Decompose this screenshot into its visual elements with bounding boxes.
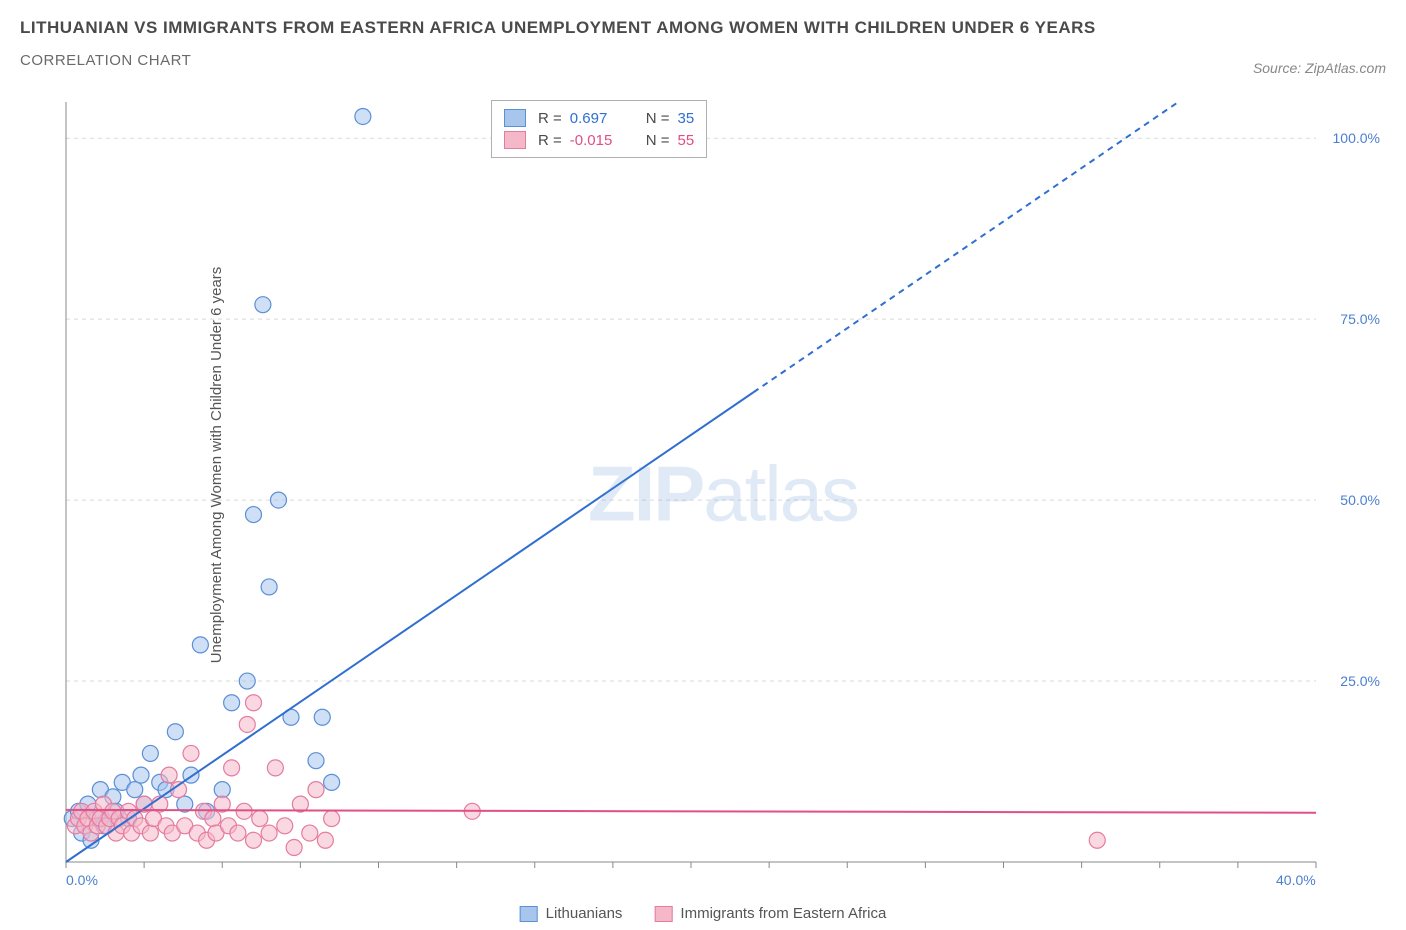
legend-row: R = -0.015 N = 55 <box>504 129 694 151</box>
series-legend-label: Immigrants from Eastern Africa <box>680 905 886 922</box>
series-legend-label: Lithuanians <box>546 905 623 922</box>
legend-r-label: R = <box>538 132 562 149</box>
legend-n-label: N = <box>646 110 670 127</box>
legend-swatch <box>504 109 526 127</box>
correlation-legend: R = 0.697 N = 35 R = -0.015 N = 55 <box>491 100 707 158</box>
y-tick-label: 100.0% <box>1333 130 1380 146</box>
x-tick-label: 40.0% <box>1276 872 1316 888</box>
series-legend-item: Lithuanians <box>520 905 623 922</box>
series-legend-item: Immigrants from Eastern Africa <box>654 905 886 922</box>
x-tick-label: 0.0% <box>66 872 98 888</box>
scatter-chart: ZIPatlas R =0.697N =35R =-0.015N =55 25.… <box>60 98 1386 890</box>
y-tick-label: 50.0% <box>1340 492 1380 508</box>
y-tick-label: 25.0% <box>1340 673 1380 689</box>
chart-subtitle: CORRELATION CHART <box>20 52 1386 69</box>
legend-row: R = 0.697 N = 35 <box>504 107 694 129</box>
legend-r-label: R = <box>538 110 562 127</box>
legend-r-value: 0.697 <box>570 110 630 127</box>
legend-n-label: N = <box>646 132 670 149</box>
chart-title: LITHUANIAN VS IMMIGRANTS FROM EASTERN AF… <box>20 18 1386 38</box>
legend-n-value: 55 <box>678 132 695 149</box>
legend-n-value: 35 <box>678 110 695 127</box>
y-tick-label: 75.0% <box>1340 311 1380 327</box>
legend-swatch <box>520 906 538 922</box>
legend-swatch <box>504 131 526 149</box>
source-attribution: Source: ZipAtlas.com <box>1253 60 1386 76</box>
series-legend: Lithuanians Immigrants from Eastern Afric… <box>520 905 887 922</box>
legend-swatch <box>654 906 672 922</box>
legend-r-value: -0.015 <box>570 132 630 149</box>
